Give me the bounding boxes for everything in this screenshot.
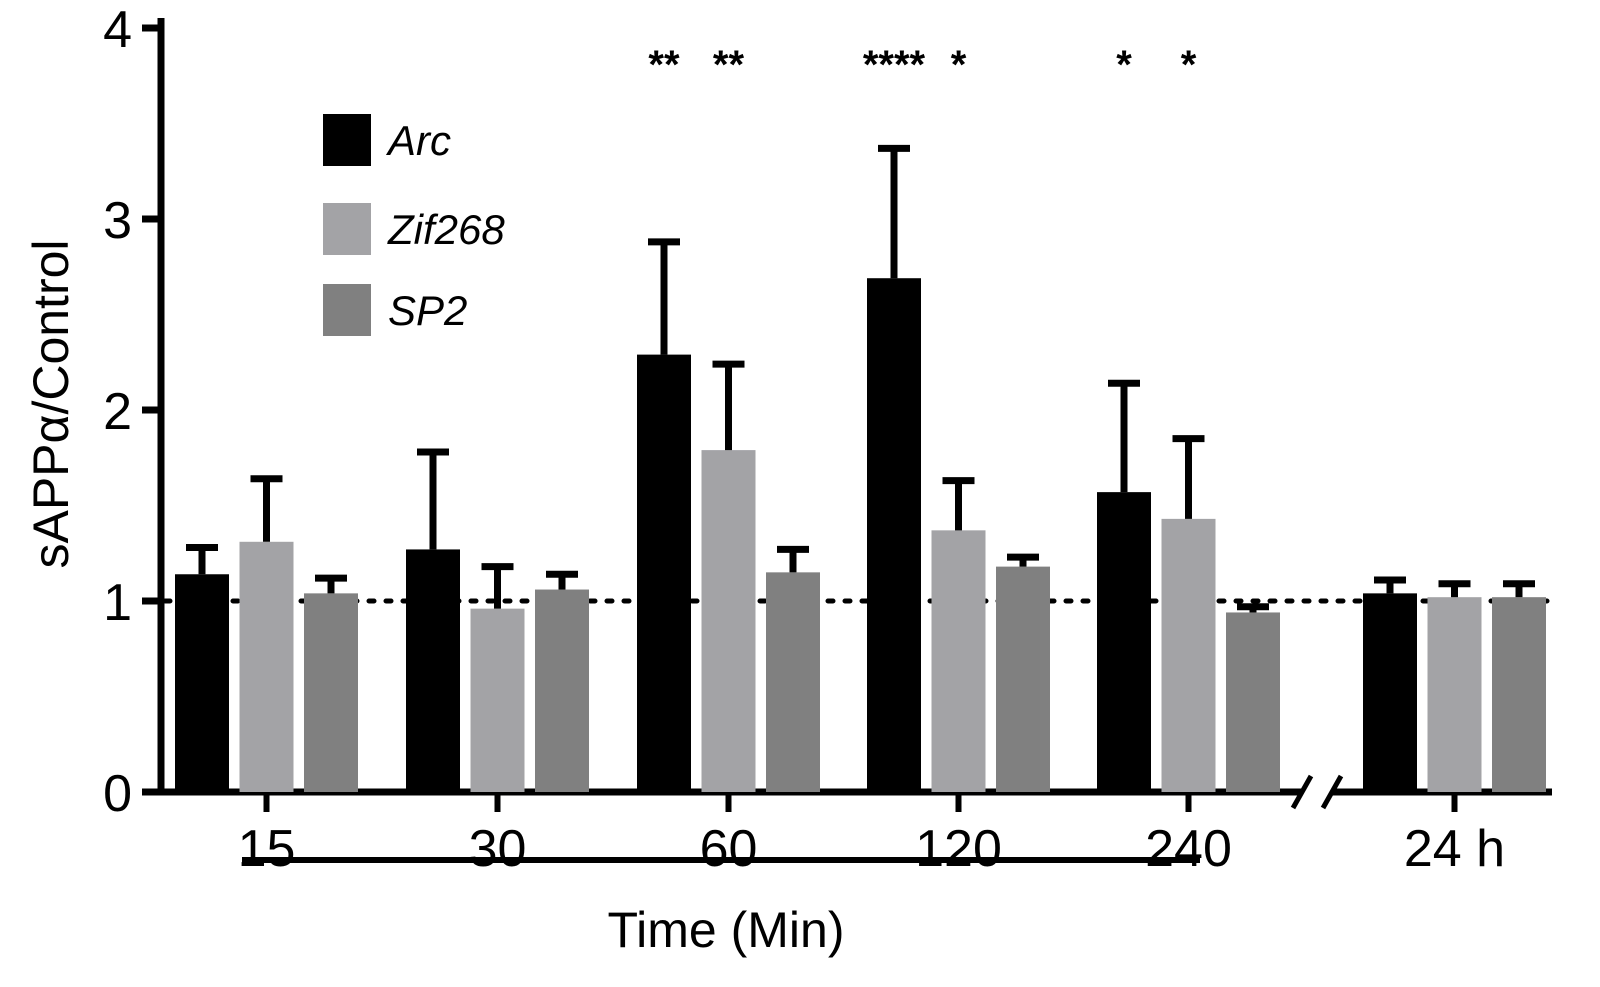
- error-bars: [186, 144, 1535, 613]
- significance-zif268-120: *: [951, 43, 967, 87]
- bar-zif268-120: [931, 530, 986, 792]
- bar-sp2-30: [535, 589, 589, 792]
- bar-arc-24-h: [1363, 593, 1417, 792]
- legend-swatch-zif268: [323, 203, 371, 255]
- y-tick-label: 2: [103, 383, 132, 441]
- bar-arc-60: [637, 354, 691, 792]
- y-tick-label: 1: [103, 574, 132, 632]
- legend: Arc Zif268 SP2: [323, 114, 505, 336]
- x-tick-label-24-h: 24 h: [1404, 820, 1505, 878]
- significance-markers: ** ** **** * * *: [648, 43, 1196, 87]
- y-tick-label: 3: [103, 192, 132, 250]
- bar-arc-30: [406, 549, 460, 792]
- bar-arc-15: [175, 574, 229, 792]
- significance-zif268-240: *: [1181, 43, 1197, 87]
- x-tick-label-60: 60: [700, 820, 758, 878]
- y-axis-title: sAPPα/Control: [23, 239, 79, 568]
- legend-label-zif268: Zif268: [387, 206, 505, 253]
- x-tick-label-240: 240: [1145, 820, 1232, 878]
- bar-sp2-240: [1226, 612, 1280, 792]
- axis-break-mark: [1320, 774, 1344, 810]
- bar-zif268-60: [701, 450, 756, 792]
- y-tick-label: 4: [103, 1, 132, 59]
- bar-sp2-15: [304, 593, 358, 792]
- axis-break-mark: [1290, 774, 1314, 810]
- bar-zif268-30: [470, 608, 525, 792]
- x-axis-title: Time (Min): [607, 902, 844, 958]
- bar-zif268-240: [1161, 518, 1216, 792]
- legend-label-sp2: SP2: [388, 287, 467, 334]
- bar-sp2-60: [766, 572, 820, 792]
- bar-zif268-24-h: [1427, 597, 1482, 792]
- y-axis: 0 1 2 3 4: [103, 1, 165, 823]
- legend-swatch-sp2: [323, 284, 371, 336]
- x-tick-label-120: 120: [915, 820, 1002, 878]
- legend-swatch-arc: [323, 114, 371, 166]
- x-tick-label-15: 15: [238, 820, 296, 878]
- bar-sp2-120: [996, 566, 1050, 792]
- bar-arc-120: [867, 278, 921, 793]
- y-tick-label: 0: [103, 765, 132, 823]
- bar-zif268-15: [239, 541, 294, 792]
- bar-sp2-24-h: [1492, 597, 1546, 792]
- bar-arc-240: [1097, 492, 1151, 792]
- significance-arc-120: ****: [863, 43, 926, 87]
- significance-zif268-60: **: [713, 43, 745, 87]
- significance-arc-240: *: [1116, 43, 1132, 87]
- significance-arc-60: **: [648, 43, 680, 87]
- bars: [175, 278, 1546, 793]
- legend-label-arc: Arc: [385, 117, 451, 164]
- x-tick-label-30: 30: [469, 820, 527, 878]
